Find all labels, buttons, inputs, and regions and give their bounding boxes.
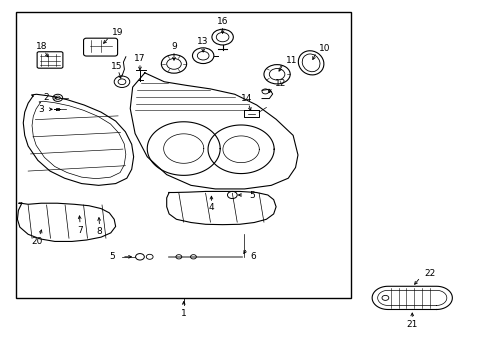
Text: 7: 7 [77,225,83,234]
Text: 3: 3 [38,105,44,114]
Text: 20: 20 [32,237,43,246]
Text: 14: 14 [241,94,252,103]
Text: 5: 5 [109,252,115,261]
Text: 22: 22 [424,269,435,278]
Text: 6: 6 [250,252,256,261]
Text: 18: 18 [36,42,47,51]
Text: 15: 15 [111,62,122,71]
Text: 21: 21 [406,320,417,329]
Text: 12: 12 [274,79,285,88]
Bar [16,12,351,298]
Text: 17: 17 [134,54,145,63]
Text: 8: 8 [97,227,102,236]
Text: 13: 13 [197,37,208,46]
Text: 19: 19 [112,28,123,37]
Text: 9: 9 [171,42,177,51]
Text: 10: 10 [318,44,330,53]
Text: 2: 2 [43,93,49,102]
Text: 4: 4 [208,203,214,212]
Text: 11: 11 [286,56,297,65]
Text: 1: 1 [181,310,186,319]
Text: 5: 5 [249,190,255,199]
Text: 16: 16 [216,17,228,26]
